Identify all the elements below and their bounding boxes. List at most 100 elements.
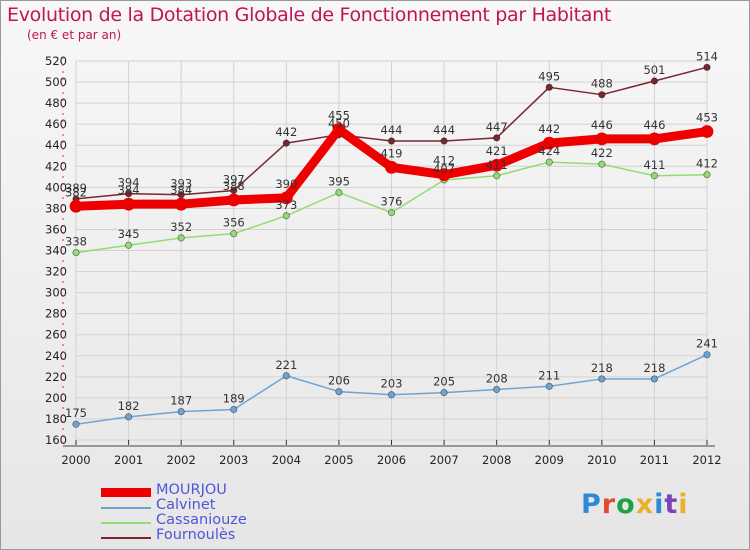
data-point [69, 199, 83, 213]
data-point [703, 63, 711, 71]
data-point [598, 375, 606, 383]
data-label: 189 [223, 391, 245, 405]
legend-label: Fournoulès [156, 527, 236, 543]
data-label: 393 [170, 177, 192, 191]
data-label: 411 [643, 158, 665, 172]
y-tick-label: 380 [45, 201, 67, 215]
legend-swatch [101, 537, 151, 539]
data-label: 218 [643, 361, 665, 375]
data-point [700, 125, 714, 138]
data-point [177, 407, 185, 416]
data-label: 389 [65, 181, 87, 195]
data-point [545, 158, 553, 166]
y-tick-label: 360 [45, 222, 67, 236]
legend-label: Calvinet [156, 497, 216, 513]
series-layer [69, 63, 714, 428]
data-label: 444 [381, 123, 403, 137]
y-tick-label: 440 [45, 138, 67, 152]
data-point [437, 168, 451, 182]
data-label: 455 [328, 108, 350, 122]
data-label: 352 [170, 220, 192, 234]
data-label: 397 [223, 172, 245, 186]
data-point [440, 137, 448, 145]
data-label: 182 [118, 399, 140, 413]
data-point [598, 91, 606, 99]
x-tick-label: 2010 [587, 453, 616, 467]
data-label: 221 [275, 358, 297, 372]
data-labels: 175 182 187 189 221 206 203 205 208 211 218 218 241 3… [65, 49, 718, 420]
y-tick-label: 160 [45, 433, 67, 447]
data-point [387, 209, 396, 217]
y-tick-label: 240 [45, 349, 67, 363]
data-label: 208 [486, 371, 508, 385]
data-label: 384 [118, 183, 140, 197]
data-point [282, 212, 290, 220]
data-point [598, 160, 606, 168]
data-point [493, 385, 501, 394]
axes: 160 180 200 220 240 260 280 300 320 340 360 380 400 4… [45, 54, 722, 467]
legend-swatch [101, 507, 151, 509]
data-label: 175 [65, 406, 87, 420]
x-tick-label: 2003 [219, 453, 248, 467]
x-tick-label: 2001 [114, 453, 143, 467]
data-point [124, 241, 133, 249]
data-point [72, 420, 80, 428]
y-tick-label: 480 [45, 96, 67, 110]
data-label: 203 [381, 377, 403, 391]
data-label: 442 [538, 122, 560, 136]
data-label: 412 [696, 157, 718, 171]
data-point [545, 83, 553, 91]
data-label: 495 [538, 69, 560, 83]
data-point [650, 375, 659, 383]
data-point [387, 137, 396, 145]
data-point [279, 191, 293, 205]
x-tick-label: 2008 [482, 453, 511, 467]
data-point [648, 132, 661, 146]
x-tick-label: 2005 [324, 453, 353, 467]
data-label: 446 [643, 118, 665, 132]
data-label: 356 [223, 216, 245, 230]
y-tick-label: 200 [45, 391, 67, 405]
legend-label: MOURJOU [156, 482, 227, 498]
data-label: 421 [486, 144, 508, 158]
y-tick-label: 500 [45, 75, 67, 89]
data-label: 412 [433, 154, 455, 168]
x-tick-label: 2002 [167, 453, 196, 467]
data-point [387, 391, 396, 399]
data-label: 206 [328, 374, 350, 388]
data-point [227, 193, 241, 207]
data-point [122, 197, 135, 211]
data-label: 394 [118, 176, 140, 190]
data-label: 373 [275, 198, 297, 212]
data-label: 241 [696, 337, 718, 351]
data-point [542, 136, 556, 150]
x-tick-label: 2012 [692, 453, 721, 467]
data-label: 442 [275, 125, 297, 139]
data-point [703, 171, 711, 179]
data-label: 453 [696, 111, 718, 125]
data-point [493, 172, 501, 180]
data-label: 345 [118, 227, 140, 241]
y-tick-label: 300 [45, 286, 67, 300]
y-tick-label: 260 [45, 328, 67, 342]
data-point [385, 160, 398, 174]
data-label: 422 [591, 146, 613, 160]
data-label: 205 [433, 375, 455, 389]
data-point [177, 234, 185, 242]
data-label: 218 [591, 361, 613, 375]
data-label: 446 [591, 118, 613, 132]
data-point [282, 139, 290, 147]
x-tick-label: 2011 [640, 453, 669, 467]
data-label: 388 [223, 179, 245, 193]
data-label: 338 [65, 235, 87, 249]
data-point [650, 77, 659, 85]
x-tick-label: 2000 [61, 453, 90, 467]
data-label: 407 [433, 162, 455, 176]
data-label: 488 [591, 77, 613, 91]
data-point [124, 190, 133, 198]
y-tick-label: 460 [45, 117, 67, 131]
data-point [282, 372, 290, 380]
data-label: 424 [538, 144, 560, 158]
data-point [493, 134, 501, 142]
